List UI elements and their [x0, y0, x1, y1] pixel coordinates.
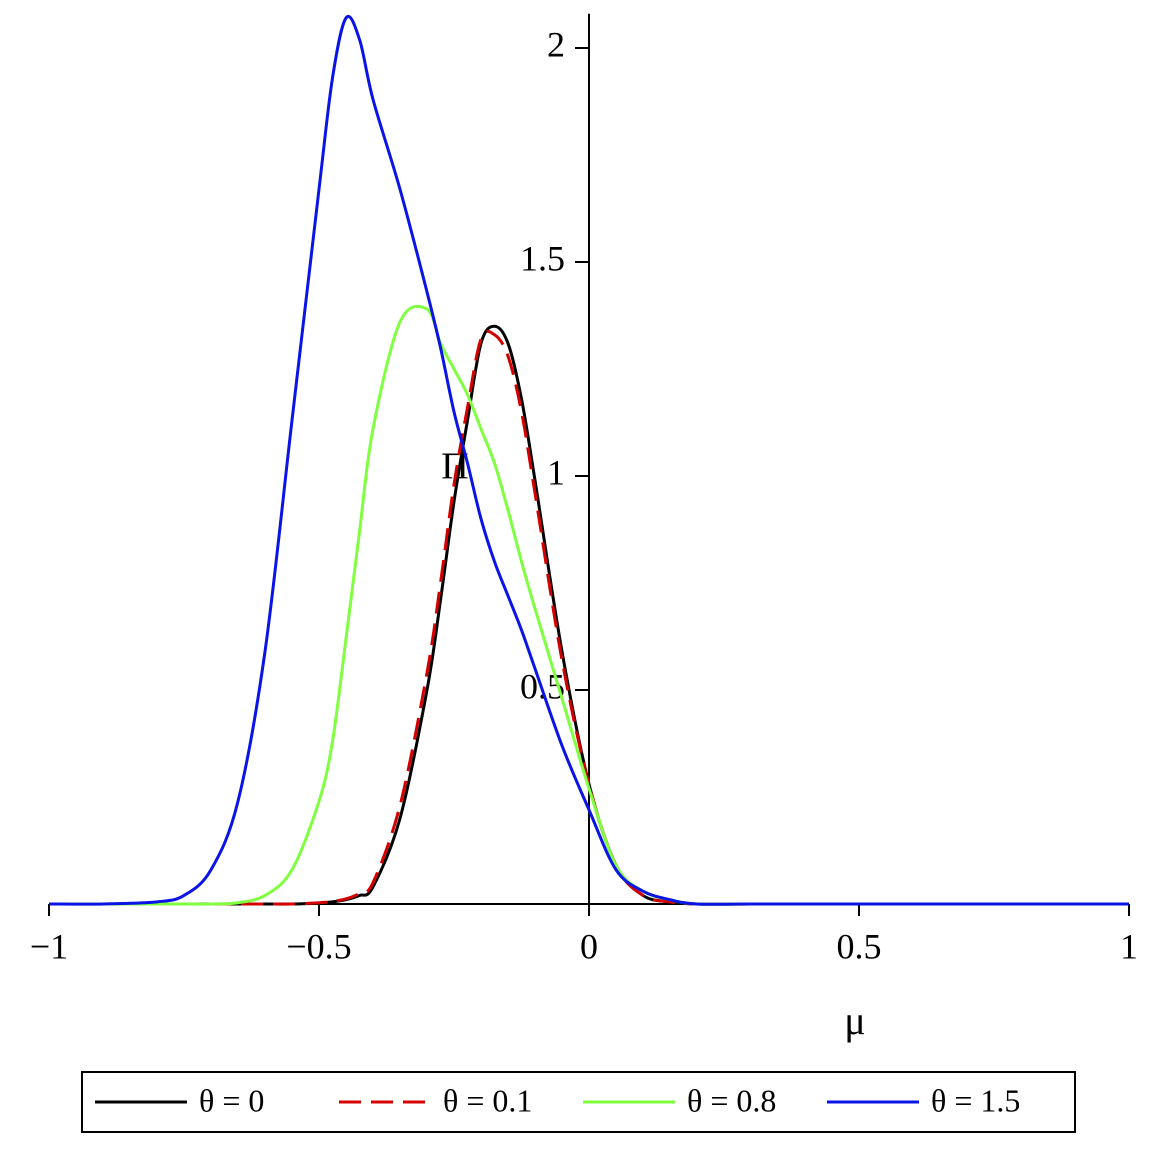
series-line: [48, 15, 1129, 906]
legend-label: θ = 1.5: [931, 1082, 1020, 1118]
x-tick-label: 1: [1120, 926, 1138, 966]
x-tick-label: −0.5: [286, 926, 351, 966]
y-tick-label: 1: [547, 452, 565, 492]
x-tick-label: 0: [580, 926, 598, 966]
legend-label: θ = 0.1: [443, 1082, 532, 1118]
y-tick-label: 1.5: [520, 238, 565, 278]
legend-box: [81, 1071, 1076, 1133]
y-tick-label: 2: [547, 24, 565, 64]
x-tick-label: −1: [30, 926, 68, 966]
legend-label: θ = 0: [199, 1082, 264, 1118]
x-axis-label: μ: [844, 998, 865, 1043]
series-line: [49, 329, 1129, 906]
x-tick-label: 0.5: [837, 926, 882, 966]
legend-label: θ = 0.8: [687, 1082, 776, 1118]
